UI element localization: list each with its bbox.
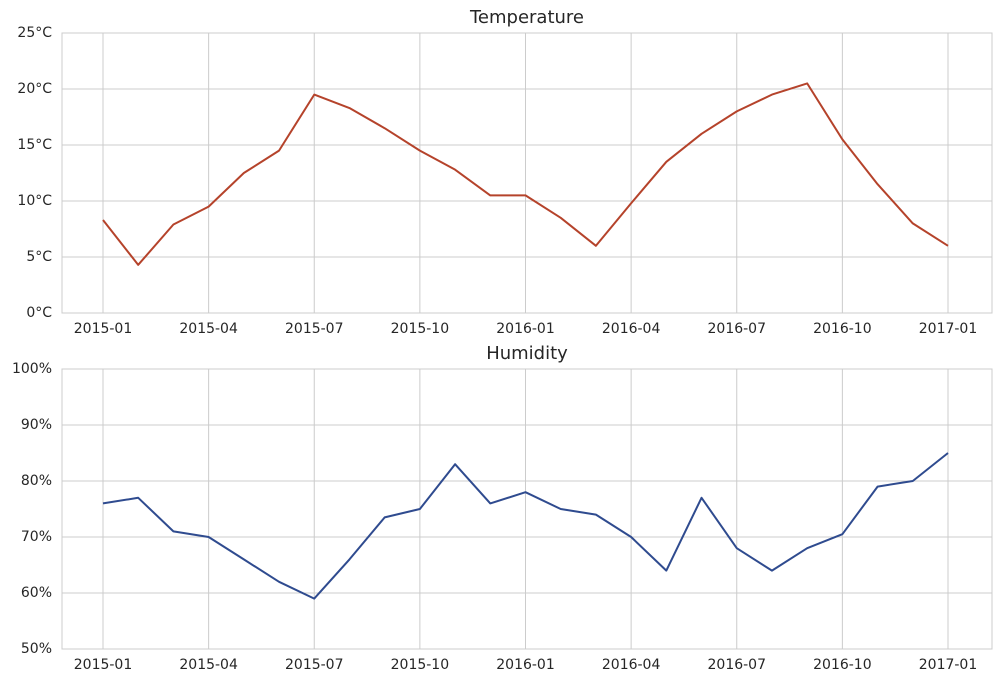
- y-tick-label: 15°C: [17, 137, 52, 153]
- y-tick-label: 10°C: [17, 193, 52, 209]
- data-line: [102, 82, 949, 266]
- x-tick-label: 2016-10: [813, 321, 872, 337]
- x-tick-label: 2017-01: [919, 321, 978, 337]
- x-tick-label: 2016-07: [708, 321, 767, 337]
- y-tick-label: 0°C: [26, 305, 52, 321]
- plot-frame: [61, 368, 993, 650]
- y-tick-label: 25°C: [17, 25, 52, 41]
- chart-title: Temperature: [469, 7, 584, 28]
- x-tick-label: 2016-10: [813, 657, 872, 673]
- x-tick-label: 2016-07: [708, 657, 767, 673]
- x-tick-label: 2015-04: [179, 657, 238, 673]
- plot-frame: [61, 32, 993, 314]
- x-tick-label: 2016-01: [496, 321, 555, 337]
- y-tick-label: 70%: [21, 529, 52, 545]
- x-tick-label: 2016-04: [602, 321, 661, 337]
- x-tick-label: 2015-07: [285, 321, 344, 337]
- x-tick-label: 2015-10: [391, 657, 450, 673]
- chart-title: Humidity: [486, 343, 568, 364]
- x-tick-label: 2015-07: [285, 657, 344, 673]
- y-tick-label: 50%: [21, 641, 52, 657]
- x-tick-label: 2015-10: [391, 321, 450, 337]
- data-line: [102, 452, 949, 600]
- y-tick-label: 60%: [21, 585, 52, 601]
- y-tick-label: 20°C: [17, 81, 52, 97]
- x-tick-label: 2015-04: [179, 321, 238, 337]
- x-tick-label: 2016-01: [496, 657, 555, 673]
- y-tick-label: 90%: [21, 417, 52, 433]
- y-tick-label: 5°C: [26, 249, 52, 265]
- x-tick-label: 2016-04: [602, 657, 661, 673]
- x-tick-label: 2015-01: [74, 657, 133, 673]
- y-tick-label: 80%: [21, 473, 52, 489]
- y-tick-label: 100%: [12, 361, 52, 377]
- x-tick-label: 2015-01: [74, 321, 133, 337]
- x-tick-label: 2017-01: [919, 657, 978, 673]
